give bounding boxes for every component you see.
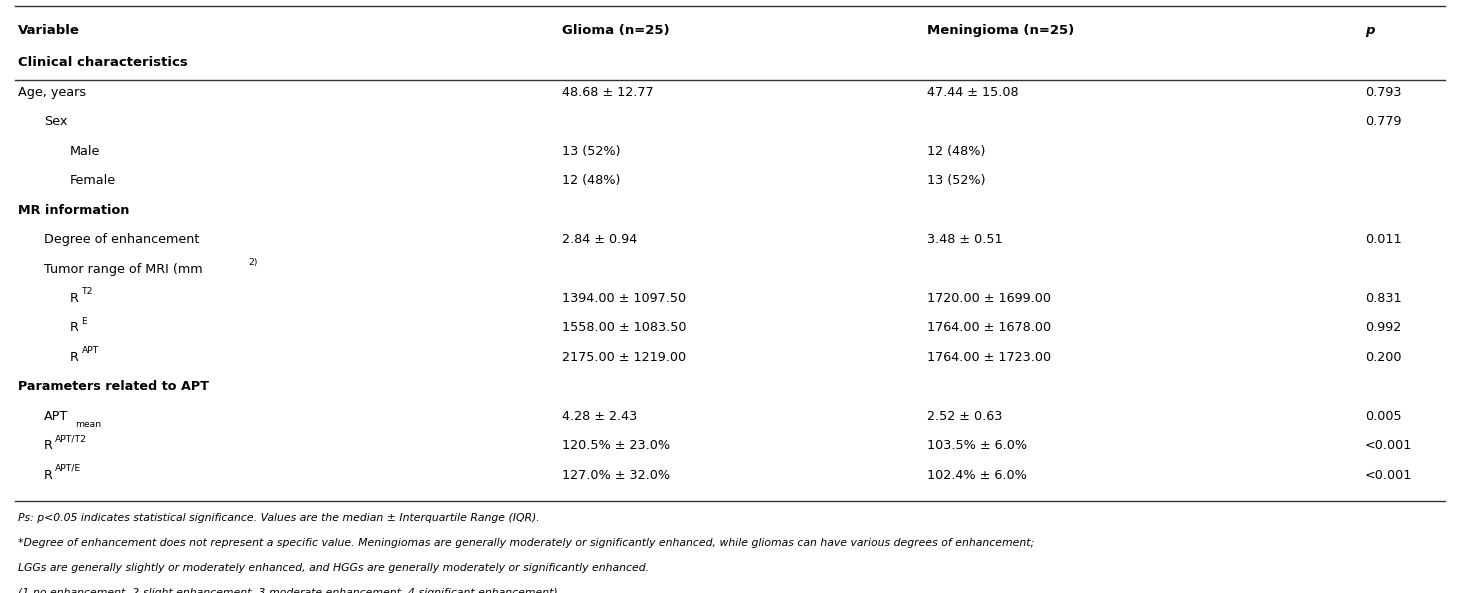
Text: 1764.00 ± 1723.00: 1764.00 ± 1723.00: [927, 351, 1051, 364]
Text: 1394.00 ± 1097.50: 1394.00 ± 1097.50: [562, 292, 686, 305]
Text: Age, years: Age, years: [18, 86, 86, 99]
Text: Degree of enhancement: Degree of enhancement: [44, 233, 199, 246]
Text: 4.28 ± 2.43: 4.28 ± 2.43: [562, 410, 638, 423]
Text: mean: mean: [76, 420, 101, 429]
Text: APT: APT: [44, 410, 69, 423]
Text: 2): 2): [248, 258, 258, 267]
Text: 0.992: 0.992: [1365, 321, 1402, 334]
Text: 12 (48%): 12 (48%): [927, 145, 986, 158]
Text: Male: Male: [70, 145, 101, 158]
Text: 1558.00 ± 1083.50: 1558.00 ± 1083.50: [562, 321, 686, 334]
Text: Ps: p<0.05 indicates statistical significance. Values are the median ± Interquar: Ps: p<0.05 indicates statistical signifi…: [18, 513, 539, 523]
Text: 48.68 ± 12.77: 48.68 ± 12.77: [562, 86, 654, 99]
Text: 1764.00 ± 1678.00: 1764.00 ± 1678.00: [927, 321, 1051, 334]
Text: <0.001: <0.001: [1365, 439, 1412, 452]
Text: Clinical characteristics: Clinical characteristics: [18, 56, 187, 69]
Text: T2: T2: [82, 288, 93, 296]
Text: 0.779: 0.779: [1365, 116, 1402, 129]
Text: 0.011: 0.011: [1365, 233, 1402, 246]
Text: 127.0% ± 32.0%: 127.0% ± 32.0%: [562, 468, 670, 482]
Text: Glioma (n=25): Glioma (n=25): [562, 24, 670, 37]
Text: (1-no enhancement, 2-slight enhancement, 3-moderate enhancement, 4-significant e: (1-no enhancement, 2-slight enhancement,…: [18, 588, 561, 593]
Text: 13 (52%): 13 (52%): [562, 145, 620, 158]
Text: 12 (48%): 12 (48%): [562, 174, 620, 187]
Text: R: R: [70, 351, 79, 364]
Text: 3.48 ± 0.51: 3.48 ± 0.51: [927, 233, 1003, 246]
Text: 0.200: 0.200: [1365, 351, 1402, 364]
Text: APT/T2: APT/T2: [55, 435, 88, 444]
Text: 103.5% ± 6.0%: 103.5% ± 6.0%: [927, 439, 1028, 452]
Text: 2.84 ± 0.94: 2.84 ± 0.94: [562, 233, 638, 246]
Text: MR information: MR information: [18, 204, 128, 216]
Text: 0.831: 0.831: [1365, 292, 1402, 305]
Text: *Degree of enhancement does not represent a specific value. Meningiomas are gene: *Degree of enhancement does not represen…: [18, 538, 1034, 548]
Text: 47.44 ± 15.08: 47.44 ± 15.08: [927, 86, 1019, 99]
Text: p: p: [1365, 24, 1375, 37]
Text: Variable: Variable: [18, 24, 79, 37]
Text: Meningioma (n=25): Meningioma (n=25): [927, 24, 1075, 37]
Text: APT/E: APT/E: [55, 464, 82, 473]
Text: R: R: [44, 468, 53, 482]
Text: <0.001: <0.001: [1365, 468, 1412, 482]
Text: E: E: [82, 317, 88, 326]
Text: R: R: [44, 439, 53, 452]
Text: Female: Female: [70, 174, 117, 187]
Text: R: R: [70, 321, 79, 334]
Text: 2.52 ± 0.63: 2.52 ± 0.63: [927, 410, 1003, 423]
Text: 0.793: 0.793: [1365, 86, 1402, 99]
Text: 120.5% ± 23.0%: 120.5% ± 23.0%: [562, 439, 670, 452]
Text: R: R: [70, 292, 79, 305]
Text: LGGs are generally slightly or moderately enhanced, and HGGs are generally moder: LGGs are generally slightly or moderatel…: [18, 563, 648, 573]
Text: Sex: Sex: [44, 116, 67, 129]
Text: 102.4% ± 6.0%: 102.4% ± 6.0%: [927, 468, 1026, 482]
Text: 0.005: 0.005: [1365, 410, 1402, 423]
Text: 13 (52%): 13 (52%): [927, 174, 986, 187]
Text: APT: APT: [82, 346, 99, 355]
Text: 1720.00 ± 1699.00: 1720.00 ± 1699.00: [927, 292, 1051, 305]
Text: Tumor range of MRI (mm: Tumor range of MRI (mm: [44, 263, 203, 276]
Text: 2175.00 ± 1219.00: 2175.00 ± 1219.00: [562, 351, 686, 364]
Text: Parameters related to APT: Parameters related to APT: [18, 380, 209, 393]
